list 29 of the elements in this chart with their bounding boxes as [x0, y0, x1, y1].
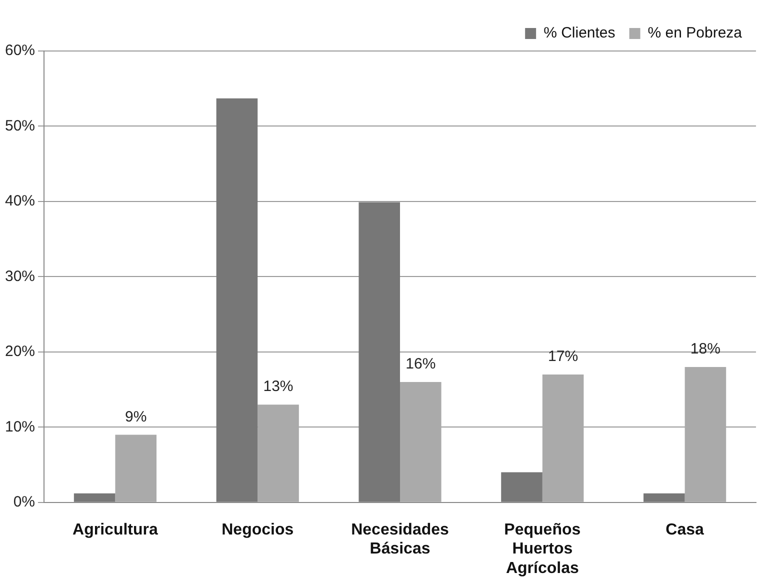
y-tick-label: 20%: [4, 343, 36, 360]
y-tick-label: 60%: [4, 42, 36, 60]
y-tick-label: 50%: [4, 117, 36, 134]
y-tick-label: 40%: [4, 192, 36, 210]
data-label: 18%: [690, 340, 720, 358]
y-tick-label: 30%: [4, 268, 36, 285]
data-label: 9%: [125, 408, 147, 426]
bar: [358, 202, 400, 502]
bar: [542, 374, 584, 502]
bar: [258, 404, 299, 502]
legend-label: % en Pobreza: [648, 24, 743, 42]
bar: [644, 493, 685, 502]
bar: [74, 493, 116, 502]
data-label: 17%: [548, 348, 578, 366]
x-tick-label: Agricultura: [72, 521, 158, 538]
x-tick-label: Negocios: [222, 521, 294, 538]
y-tick-label: 0%: [13, 494, 36, 511]
bar: [216, 98, 258, 502]
data-label: 16%: [406, 356, 436, 373]
x-tick-label: Pequeños Huertos Agrícolas: [504, 521, 581, 577]
bar: [684, 366, 726, 502]
x-tick-label: Necesidades Básicas: [351, 521, 450, 558]
legend-label: % Clientes: [544, 24, 616, 42]
x-tick-label: Casa: [666, 521, 704, 538]
y-tick-label: 10%: [4, 418, 36, 436]
data-label: 13%: [263, 378, 294, 396]
bar: [400, 382, 442, 502]
bar: [501, 472, 542, 502]
bar: [115, 434, 157, 502]
